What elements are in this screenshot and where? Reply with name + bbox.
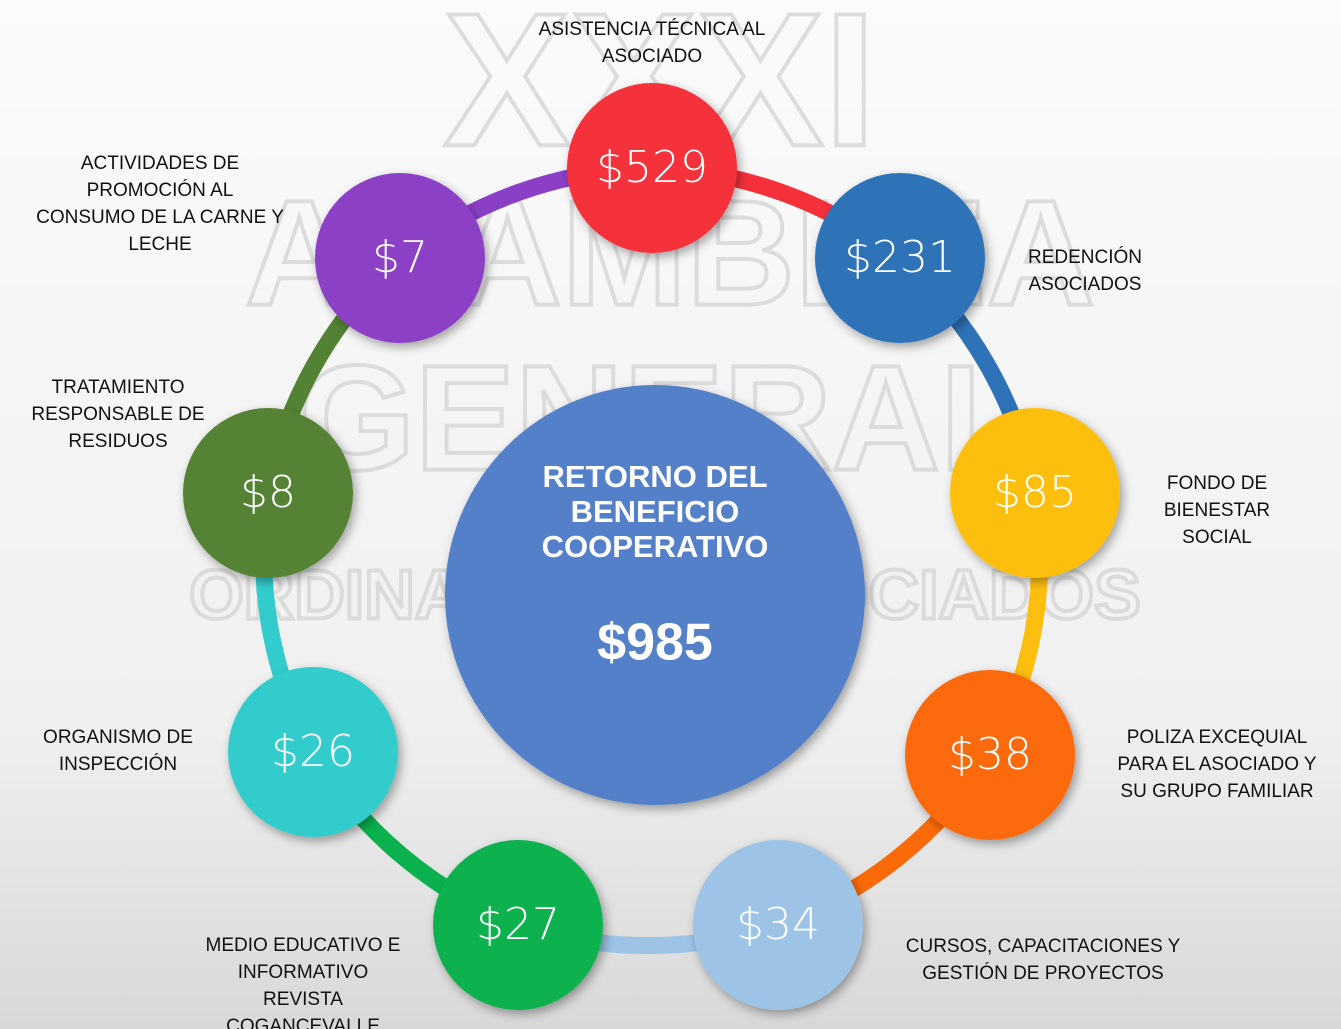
node-label: RESIDUOS [68,431,167,452]
center-value: $985 [597,614,713,672]
node-label: SOCIAL [1182,527,1252,548]
node-circle [315,173,485,343]
node-label: SU GRUPO FAMILIAR [1120,781,1313,802]
node-label: ASOCIADO [602,46,702,67]
node-label: LECHE [128,234,191,255]
node-circle [693,840,863,1010]
node-value: $529 [596,142,708,193]
node-label: COGANCEVALLE [226,1016,380,1029]
node-label: REVISTA [263,989,343,1010]
center-circle [445,385,865,805]
node-value: $38 [948,729,1032,780]
node-label: BIENESTAR [1164,500,1270,521]
node-value: $231 [844,232,956,283]
node-label: CURSOS, CAPACITACIONES Y [906,936,1181,957]
node-label: RESPONSABLE DE [31,404,204,425]
nodes: $529 $231 $85 $38 $34 $27 $26 $8 $7 [183,83,1120,1010]
node-value: $85 [993,467,1077,518]
node-label: INFORMATIVO [238,962,369,983]
node-label: FONDO DE [1167,473,1267,494]
center-title: BENEFICIO [571,494,740,529]
node-label: PROMOCIÓN AL [87,179,234,201]
node-circle [567,83,737,253]
center-title: COOPERATIVO [542,529,769,564]
node-label: INSPECCIÓN [59,753,177,775]
node-value: $34 [736,899,820,950]
node-label: CONSUMO DE LA CARNE Y [36,207,284,228]
node-label: GESTIÓN DE PROYECTOS [922,962,1163,984]
node-label: REDENCIÓN [1028,246,1142,268]
node-value: $26 [271,726,355,777]
node-label: ASOCIADOS [1029,274,1142,295]
node-label: POLIZA EXCEQUIAL [1127,727,1308,748]
node-value: $7 [372,232,428,283]
node-circle [905,670,1075,840]
node-label: ASISTENCIA TÉCNICA AL [539,19,766,40]
node-value: $8 [240,467,296,518]
node-circle [183,408,353,578]
node-circle [950,408,1120,578]
node-circle [228,667,398,837]
node-label: ORGANISMO DE [43,727,193,748]
node-label: MEDIO EDUCATIVO E [206,935,401,956]
node-circle [815,173,985,343]
node-label: TRATAMIENTO [52,377,185,398]
node-value: $27 [476,899,560,950]
node-label: ACTIVIDADES DE [81,153,239,174]
node-label: PARA EL ASOCIADO Y [1117,754,1317,775]
center-title: RETORNO DEL [542,459,767,494]
node-circle [433,840,603,1010]
